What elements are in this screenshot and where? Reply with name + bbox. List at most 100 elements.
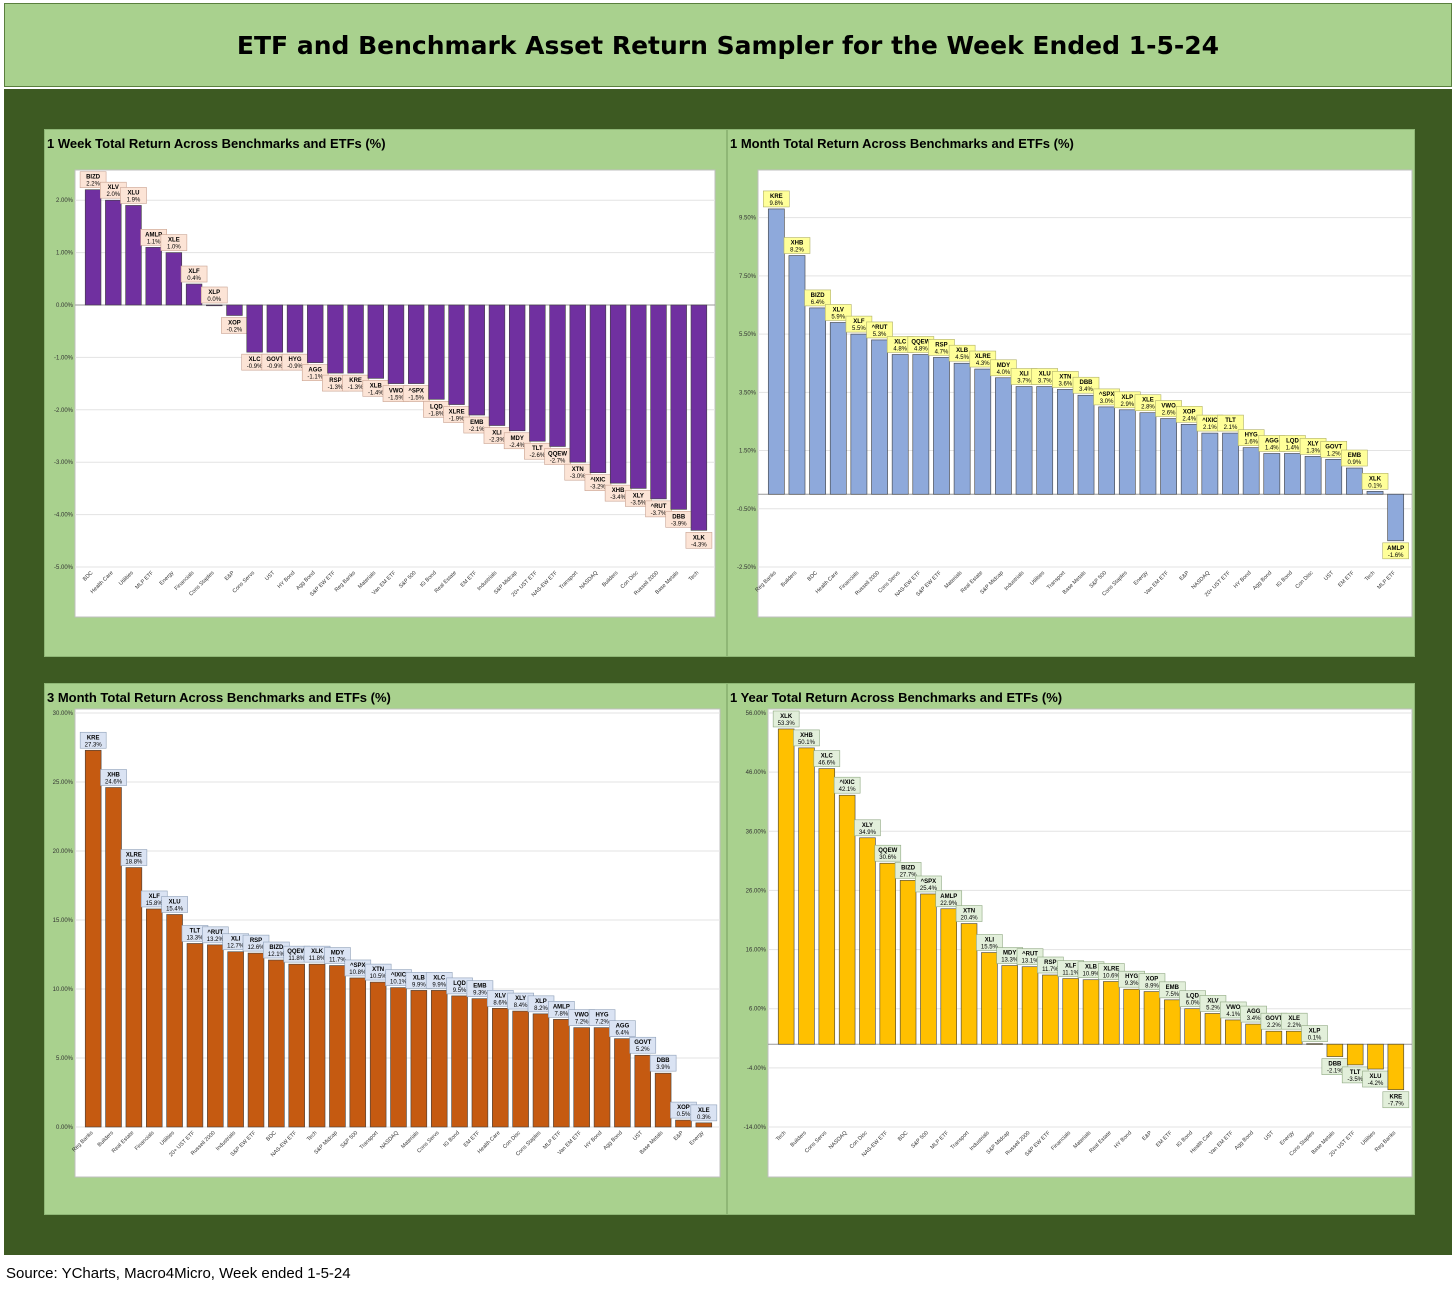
data-label: XLU-4.2% <box>1362 1070 1389 1088</box>
data-label-ticker: DBB <box>1080 380 1094 386</box>
data-label-ticker: XOP <box>1146 977 1159 983</box>
data-label-ticker: BIZD <box>901 865 916 871</box>
data-label-value: -1.3% <box>348 385 364 391</box>
bar-XLY <box>1304 456 1322 495</box>
data-label-value: 8.4% <box>514 1003 528 1009</box>
data-label-value: 3.7% <box>1017 379 1031 385</box>
data-label-ticker: EMB <box>470 420 484 426</box>
data-label-ticker: HYG <box>1245 433 1258 439</box>
data-label: XLI-2.3% <box>483 427 511 444</box>
y-tick-label: 26.00% <box>746 888 767 894</box>
bar-^SPX <box>408 304 425 384</box>
bar-XLC <box>246 304 263 353</box>
data-label-value: -1.1% <box>307 375 323 381</box>
data-label-value: 1.4% <box>1286 445 1300 451</box>
data-label-value: 12.7% <box>227 944 245 950</box>
data-label-value: -3.0% <box>570 474 586 480</box>
bar-XLB <box>953 362 971 495</box>
y-tick-label: 46.00% <box>746 770 767 776</box>
data-label: KRE-1.3% <box>342 374 369 392</box>
data-label-ticker: XLK <box>1369 476 1382 482</box>
bar-^IXIC <box>589 304 607 473</box>
chart-1-year: 56.00% 46.00% 36.00% 26.00% 16.00% 6.00% -4.00… <box>744 708 1413 1178</box>
bar-QQEW <box>549 304 566 447</box>
data-label-box <box>685 532 713 549</box>
data-label: ^IXIC-3.2% <box>584 474 612 491</box>
data-label-ticker: BIZD <box>811 293 826 299</box>
data-label-value: 2.4% <box>1182 416 1196 422</box>
data-label-ticker: XLE <box>698 1108 710 1114</box>
data-label-box <box>609 1020 636 1037</box>
chart-panel-1-month: 1 Month Total Return Across Benchmarks a… <box>727 129 1415 657</box>
data-label-ticker: KRE <box>1390 1095 1403 1101</box>
data-label-ticker: AMLP <box>553 1004 570 1010</box>
data-label-value: 11.8% <box>288 956 305 962</box>
data-label-box <box>466 980 494 997</box>
data-label-box <box>874 844 902 862</box>
data-label-value: -0.9% <box>267 364 283 370</box>
bar-AGG <box>1263 453 1281 495</box>
bar-BIZD <box>268 959 285 1128</box>
data-label-value: 10.8% <box>349 970 367 976</box>
data-label-value: 0.4% <box>187 276 201 282</box>
data-label-value: -2.3% <box>489 438 505 444</box>
page-title: ETF and Benchmark Asset Return Sampler f… <box>236 30 1220 60</box>
data-label-ticker: BIZD <box>269 945 284 951</box>
data-label-value: 5.2% <box>1206 1005 1220 1011</box>
data-label-box <box>1382 542 1409 560</box>
bar-BIZD <box>84 189 102 306</box>
y-tick-label: 2.00% <box>56 198 74 204</box>
chart-title: 3 Month Total Return Across Benchmarks a… <box>47 690 391 705</box>
chart-title: 1 Week Total Return Across Benchmarks an… <box>47 136 386 151</box>
data-label-box <box>763 190 790 208</box>
data-label-ticker: XLP <box>208 290 220 296</box>
data-label-value: 50.1% <box>798 740 816 746</box>
data-label-value: -0.9% <box>287 364 303 370</box>
data-label-value: 11.1% <box>1062 971 1079 977</box>
data-label-value: -0.2% <box>227 327 243 333</box>
data-label-ticker: XLU <box>1039 372 1051 378</box>
data-label-ticker: TLT <box>532 446 543 452</box>
data-label-box <box>200 286 228 304</box>
bar-KRE <box>347 304 364 374</box>
bar-XLE <box>165 252 183 306</box>
data-label-box <box>1361 473 1389 490</box>
data-label-box <box>1158 981 1186 999</box>
data-label-value: 8.9% <box>1145 984 1159 990</box>
data-label-ticker: BIZD <box>86 175 101 181</box>
data-label-box <box>160 234 188 251</box>
bar-RSP <box>327 304 344 374</box>
data-label-ticker: XLF <box>188 269 200 275</box>
bar-XLY <box>859 837 876 1045</box>
data-label-value: 0.3% <box>697 1115 711 1121</box>
data-label-box <box>79 731 107 749</box>
data-label-ticker: ^SPX <box>350 963 366 969</box>
charts-frame: 1 Week Total Return Across Benchmarks an… <box>4 89 1452 1255</box>
y-tick-label: 16.00% <box>746 948 767 954</box>
bar-XLK <box>1366 491 1384 495</box>
data-label-value: 3.4% <box>1247 1016 1261 1022</box>
data-label-ticker: XHB <box>800 733 813 739</box>
data-label-value: 2.1% <box>1224 425 1238 431</box>
bar-XLI <box>981 952 998 1045</box>
data-label-value: -1.6% <box>1388 553 1404 559</box>
bar-XLE <box>695 1122 713 1128</box>
data-label: AMLP-1.6% <box>1382 542 1409 560</box>
bar-XLP <box>1118 409 1136 495</box>
bar-XTN <box>1057 389 1074 495</box>
data-label-value: -0.9% <box>247 364 263 370</box>
bar-XLP <box>206 304 223 307</box>
data-label-box <box>1382 1091 1410 1109</box>
bar-BIZD <box>809 307 826 495</box>
y-tick-label: 56.00% <box>746 711 767 717</box>
data-label-ticker: XLF <box>853 319 865 325</box>
bar-DBB <box>654 1072 672 1128</box>
bar-XHB <box>798 747 815 1045</box>
